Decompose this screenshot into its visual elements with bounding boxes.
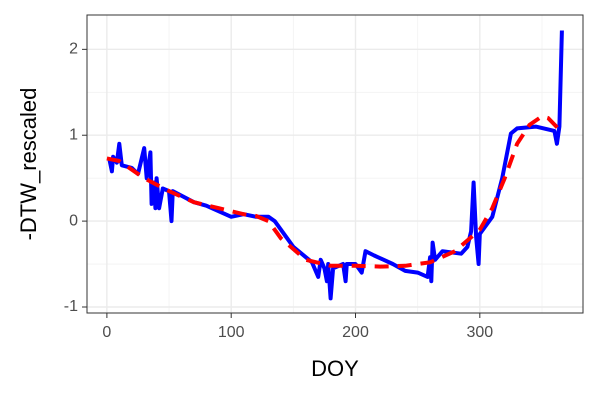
y-tick-label: 1 <box>69 126 78 143</box>
x-axis-title: DOY <box>311 356 359 381</box>
y-axis-title: -DTW_rescaled <box>16 88 41 241</box>
x-tick-label: 200 <box>342 324 369 341</box>
line-series <box>107 30 564 301</box>
panel-border <box>86 14 584 314</box>
line-series <box>106 114 563 269</box>
x-tick-label: 0 <box>102 324 111 341</box>
y-tick-label: 0 <box>69 212 78 229</box>
y-tick-label: 2 <box>69 41 78 58</box>
x-tick-label: 100 <box>218 324 245 341</box>
x-tick-label: 300 <box>466 324 493 341</box>
y-tick-label: -1 <box>64 298 78 315</box>
